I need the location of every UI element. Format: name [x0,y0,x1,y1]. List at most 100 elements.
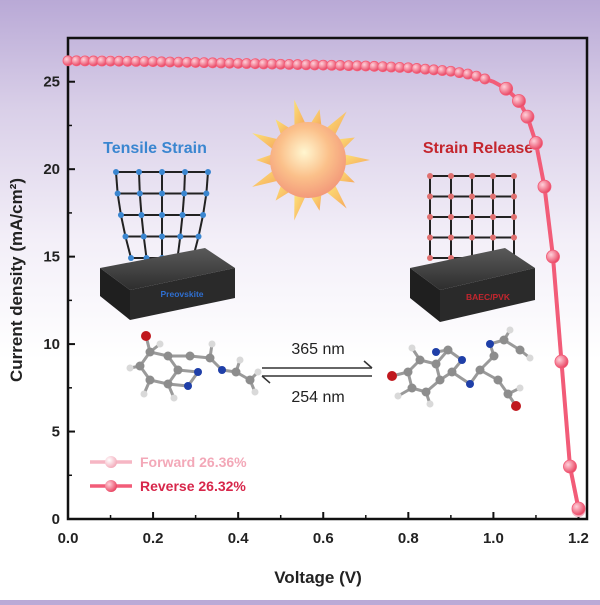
lattice-bond [181,193,186,216]
x-tick-label: 1.0 [483,530,504,547]
lattice-bond [116,193,122,216]
molecule-atom [135,361,145,371]
lattice-node [136,190,143,197]
molecule-atom [503,389,513,399]
molecule-atom [443,345,453,355]
plot-area [66,36,589,521]
molecule-atom [466,380,474,388]
molecule-atom [489,351,499,361]
y-tick-label: 15 [43,249,60,266]
sun-ray [252,133,279,150]
molecule-atom [407,383,417,393]
lattice-node [182,169,188,175]
series-marker-reverse [546,249,560,264]
molecule-atom [184,382,192,390]
lattice-node [469,173,475,179]
sun-ray [343,154,370,166]
series-marker-reverse [512,94,526,108]
lattice-node [469,193,475,200]
molecule-atom [140,390,148,398]
series-layer [62,55,586,518]
perovskite-device-block: Preovskite [100,248,235,320]
lattice-node [136,169,142,175]
lattice-bond [138,171,141,194]
y-tick-label: 0 [52,511,60,528]
sun-icon [252,99,370,221]
y-tick-label: 10 [43,336,60,353]
lattice-node [113,169,119,175]
molecule-atom [387,371,397,381]
legend-label-forward: Forward 26.36% [140,454,247,470]
lattice-node [203,190,210,197]
molecule-atom [526,354,534,362]
lattice-node [490,214,496,220]
legend: Forward 26.36% Reverse 26.32% [90,454,247,494]
molecule-left-icon [126,331,262,402]
y-tick-label: 20 [43,161,60,178]
molecule-right-icon [387,326,534,411]
molecule-atom [421,387,431,397]
x-tick-label: 1.2 [568,530,589,547]
lattice-bond [138,193,143,216]
perovskite-device-label: Preovskite [161,289,204,299]
lattice-bond [183,171,186,194]
lattice-node [159,233,165,240]
lattice-node [179,212,186,218]
x-tick-label: 0.4 [228,530,250,547]
sun-ray [294,99,306,127]
molecule-atom [403,367,413,377]
tensile-lattice-diagram [113,169,211,261]
molecule-atom [126,364,134,372]
x-tick-label: 0.2 [143,530,164,547]
molecule-atom [511,401,521,411]
lattice-node [448,214,454,220]
x-tick-label: 0.6 [313,530,334,547]
lattice-node [138,212,145,218]
baec-pvk-device-block: BAEC/PVK [410,248,535,322]
lattice-node [427,255,433,261]
lattice-node [140,233,147,240]
lattice-node [128,255,134,261]
strain-release-label: Strain Release [423,140,533,157]
lattice-node [511,193,517,200]
x-axis-label: Voltage (V) [274,568,362,587]
molecule-atom [475,365,485,375]
lattice-bond [142,236,148,259]
molecule-atom [141,331,151,341]
molecule-atom [415,355,425,365]
lattice-node [427,173,433,179]
lattice-node [511,234,517,241]
molecule-atom [218,366,226,374]
lattice-bond [197,214,205,237]
molecule-atom [145,347,155,357]
lattice-node [205,169,211,175]
sun-ray [294,193,306,221]
sun-ray [275,184,291,201]
lattice-node [200,212,207,218]
lattice-node [427,193,433,200]
molecule-atom [506,326,514,334]
arrow-label-365nm: 365 nm [291,341,344,358]
sun-ray [310,193,322,211]
molecule-atom [254,368,262,376]
x-tick-label: 0.8 [398,530,419,547]
lattice-node [159,212,165,218]
molecule-atom [170,394,178,402]
lattice-node [511,214,517,220]
molecule-atom [156,340,164,348]
lattice-bond [124,236,132,259]
molecule-atom [194,368,202,376]
legend-marker-reverse [105,480,117,492]
sun-ray [275,119,291,136]
molecule-atom [458,356,466,364]
series-marker-reverse [529,136,543,150]
lattice-node [159,190,165,197]
tensile-strain-label: Tensile Strain [103,140,207,157]
molecule-atom [493,375,503,385]
molecule-atom [236,356,244,364]
molecule-atom [431,359,441,369]
x-tick-label: 0.0 [58,530,79,547]
molecule-atom [435,375,445,385]
molecule-atom [245,375,255,385]
